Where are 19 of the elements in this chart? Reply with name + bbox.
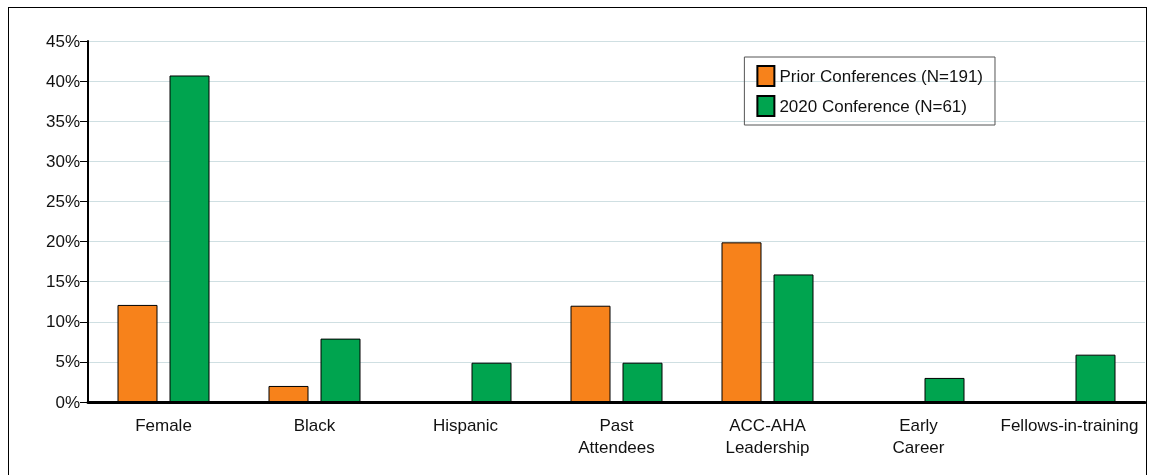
y-tick-label: 0%: [55, 392, 80, 412]
legend-label: Prior Conferences (N=191): [779, 66, 984, 86]
y-tick-label: 35%: [45, 111, 80, 131]
y-tick-label: 10%: [45, 312, 80, 332]
y-tick-label: 30%: [45, 151, 80, 171]
x-tick-label: Female: [135, 415, 192, 435]
y-tick-label: 20%: [45, 232, 80, 252]
legend-label: 2020 Conference (N=61): [779, 96, 967, 116]
x-tick-label: Hispanic: [432, 415, 499, 435]
y-tick-label: 15%: [45, 272, 80, 292]
y-tick-label: 45%: [45, 31, 80, 51]
x-tick-label: Black: [293, 415, 336, 435]
y-tick-label: 40%: [45, 71, 80, 91]
y-tick-label: 25%: [45, 191, 80, 211]
x-tick-label: ACC-AHA Leadership: [725, 415, 810, 457]
y-tick-label: 5%: [55, 352, 80, 372]
x-tick-label: Fellows-in-training: [1000, 415, 1139, 435]
x-tick-label: Past Attendees: [578, 415, 655, 457]
x-tick-label: Early Career: [892, 415, 945, 457]
